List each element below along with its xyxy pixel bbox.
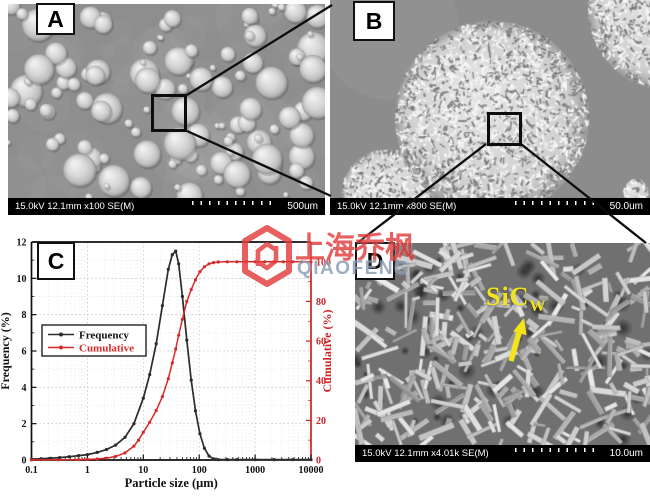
scale-label-b: 50.0um bbox=[609, 201, 643, 212]
svg-text:60: 60 bbox=[316, 337, 326, 348]
svg-text:100: 100 bbox=[192, 465, 207, 476]
panel-label-a: A bbox=[36, 3, 75, 35]
svg-text:100: 100 bbox=[316, 257, 331, 268]
sem-infobar-b: 15.0kV 12.1mm x800 SE(M) 50.0um bbox=[330, 198, 650, 215]
sem-panel-d: 15.0kV 12.1mm x4.01k SE(M) 10.0um bbox=[355, 243, 650, 462]
sem-metadata-b: 15.0kV 12.1mm x800 SE(M) bbox=[337, 201, 457, 212]
svg-text:1000: 1000 bbox=[245, 465, 265, 476]
sem-image-d bbox=[355, 243, 650, 445]
scale-ruler-d bbox=[514, 448, 601, 452]
svg-text:10000: 10000 bbox=[299, 465, 324, 476]
svg-text:6: 6 bbox=[22, 347, 27, 358]
panel-label-b: B bbox=[353, 1, 395, 41]
svg-text:2: 2 bbox=[22, 419, 27, 430]
sem-metadata-a: 15.0kV 12.1mm x100 SE(M) bbox=[15, 201, 135, 212]
svg-text:4: 4 bbox=[22, 383, 27, 394]
sicw-annotation: SiCW bbox=[486, 282, 546, 316]
svg-text:80: 80 bbox=[316, 297, 326, 308]
svg-text:Cumulative (%): Cumulative (%) bbox=[320, 310, 334, 393]
scale-label-d: 10.0um bbox=[609, 448, 643, 459]
panel-label-d: D bbox=[355, 242, 395, 280]
scale-ruler-b bbox=[514, 201, 601, 205]
svg-text:1: 1 bbox=[85, 465, 90, 476]
svg-text:20: 20 bbox=[316, 416, 326, 427]
svg-text:10: 10 bbox=[17, 274, 27, 285]
svg-text:0.1: 0.1 bbox=[25, 465, 38, 476]
svg-text:0: 0 bbox=[316, 456, 321, 467]
svg-text:8: 8 bbox=[22, 310, 27, 321]
svg-text:Particle size (μm): Particle size (μm) bbox=[125, 476, 218, 490]
scale-label-a: 500um bbox=[287, 201, 318, 212]
sem-metadata-d: 15.0kV 12.1mm x4.01k SE(M) bbox=[362, 448, 489, 459]
svg-text:10: 10 bbox=[138, 465, 148, 476]
svg-text:0: 0 bbox=[22, 456, 27, 467]
sicw-annotation-subscript: W bbox=[529, 298, 547, 316]
svg-text:40: 40 bbox=[316, 376, 326, 387]
inset-rectangle-a bbox=[151, 94, 187, 132]
panel-label-c: C bbox=[37, 242, 75, 280]
svg-text:Frequency: Frequency bbox=[79, 330, 129, 342]
svg-text:12: 12 bbox=[17, 238, 27, 249]
sem-infobar-d: 15.0kV 12.1mm x4.01k SE(M) 10.0um bbox=[355, 445, 650, 462]
sicw-annotation-main: SiC bbox=[486, 282, 530, 311]
sem-infobar-a: 15.0kV 12.1mm x100 SE(M) 500um bbox=[8, 198, 325, 215]
svg-text:Frequency (%): Frequency (%) bbox=[0, 312, 12, 389]
scale-ruler-a bbox=[192, 201, 279, 205]
svg-text:Cumulative: Cumulative bbox=[79, 343, 134, 355]
inset-rectangle-b bbox=[487, 112, 522, 146]
